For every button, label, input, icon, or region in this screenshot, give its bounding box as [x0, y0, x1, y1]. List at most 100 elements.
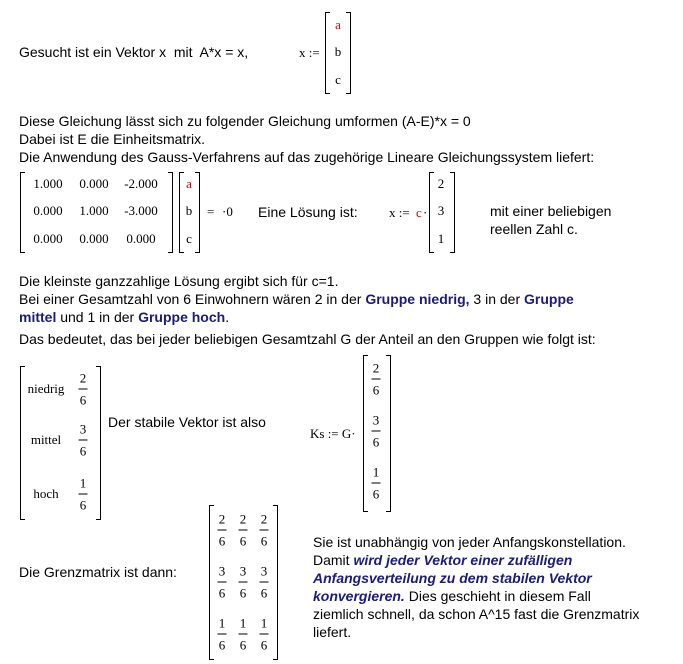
bracket: [20, 366, 25, 520]
vector-entry: 3: [437, 203, 445, 218]
text-segment: und 1 in der: [56, 309, 139, 325]
intro-text: Gesucht ist ein Vektor x mit A*x = x,: [19, 44, 249, 60]
text-segment: konvergieren.: [313, 588, 405, 604]
denominator: 6: [239, 533, 247, 549]
equals: =: [207, 204, 215, 219]
denominator: 6: [239, 585, 247, 601]
matrix-entry: 0.000: [79, 231, 109, 246]
fraction-bar: [217, 581, 227, 583]
numerator: 2: [239, 511, 247, 527]
text-line: ziemlich schnell, da schon A^15 fast die…: [313, 605, 639, 623]
text-segment: Gruppe niedrig,: [365, 291, 470, 307]
text-line: Anfangsverteilung zu dem stabilen Vektor: [313, 569, 592, 587]
note-line: reellen Zahl c.: [490, 221, 578, 237]
text-line: liefert.: [313, 623, 351, 641]
limit-label: Die Grenzmatrix ist dann:: [19, 564, 177, 580]
text-line: Die kleinste ganzzahlige Lösung ergibt s…: [19, 272, 338, 290]
text-segment: Bei einer Gesamtzahl von 6 Einwohnern wä…: [19, 291, 366, 307]
solution-label: Eine Lösung ist:: [258, 204, 358, 220]
definition-lhs: x :=: [299, 45, 320, 60]
numerator: 3: [372, 412, 380, 428]
text-segment: Sie ist unabhängig von jeder Anfangskons…: [313, 534, 626, 550]
text-segment: Gruppe: [524, 291, 574, 307]
fraction-bar: [78, 439, 88, 441]
denominator: 6: [218, 637, 226, 653]
numerator: 1: [218, 615, 226, 631]
numerator: 3: [239, 563, 247, 579]
fraction-bar: [78, 388, 88, 390]
bracket: [195, 172, 200, 253]
text-segment: Damit: [313, 552, 354, 568]
group-label: niedrig: [27, 381, 65, 396]
text-segment: wird jeder Vektor einer zufälligen: [353, 552, 573, 568]
text-segment: Dies geschieht in diesem Fall: [404, 588, 591, 604]
fraction-bar: [217, 633, 227, 635]
fraction-bar: [217, 529, 227, 531]
denominator: 6: [239, 637, 247, 653]
fraction-bar: [371, 430, 381, 432]
solution-factor: c: [416, 205, 422, 220]
matrix-entry: 0.000: [33, 231, 63, 246]
stable-text: Der stabile Vektor ist also: [108, 414, 266, 430]
denominator: 6: [79, 443, 87, 459]
vector-entry: b: [334, 44, 342, 59]
numerator: 1: [79, 475, 87, 491]
bracket: [346, 12, 351, 94]
text-segment: Die kleinste ganzzahlige Lösung ergibt s…: [19, 273, 339, 289]
denominator: 6: [218, 533, 226, 549]
numerator: 3: [260, 563, 268, 579]
bracket: [386, 355, 391, 512]
matrix-entry: -2.000: [124, 176, 158, 191]
bracket: [179, 172, 184, 253]
text-segment: 3 in der: [469, 291, 525, 307]
numerator: 2: [260, 511, 268, 527]
fraction-bar: [259, 529, 269, 531]
group-label: mittel: [30, 432, 62, 447]
text-line: mittel und 1 in der Gruppe hoch.: [19, 308, 229, 326]
text-segment: ziemlich schnell, da schon A^15 fast die…: [313, 606, 640, 622]
matrix-entry: 0.000: [79, 176, 109, 191]
vector-entry: c: [186, 231, 192, 246]
group-label: hoch: [33, 486, 59, 501]
fraction-bar: [259, 581, 269, 583]
matrix-entry: 1.000: [79, 203, 109, 218]
matrix-entry: -3.000: [124, 203, 158, 218]
solution-dot: ·: [423, 205, 428, 220]
bracket: [429, 172, 434, 253]
numerator: 1: [372, 464, 380, 480]
text-line: Das bedeutet, das bei jeder beliebigen G…: [19, 330, 596, 348]
bracket: [96, 366, 101, 520]
numerator: 2: [372, 360, 380, 376]
bracket: [363, 355, 368, 512]
text-segment: Anfangsverteilung zu dem stabilen Vektor: [313, 570, 592, 586]
matrix-entry: 1.000: [33, 176, 63, 191]
numerator: 2: [79, 370, 87, 386]
numerator: 2: [218, 511, 226, 527]
text-line: Dabei ist E die Einheitsmatrix.: [19, 131, 205, 147]
fraction-bar: [371, 482, 381, 484]
denominator: 6: [260, 533, 268, 549]
vector-entry: b: [185, 203, 193, 218]
text-line: konvergieren. Dies geschieht in diesem F…: [313, 587, 591, 605]
fraction-bar: [371, 378, 381, 380]
bracket: [20, 172, 25, 253]
text-segment: Gruppe hoch: [138, 309, 226, 325]
denominator: 6: [260, 585, 268, 601]
bracket: [450, 172, 455, 253]
numerator: 1: [260, 615, 268, 631]
solution-lhs: x :=: [389, 205, 410, 220]
vector-entry: 2: [437, 176, 445, 191]
